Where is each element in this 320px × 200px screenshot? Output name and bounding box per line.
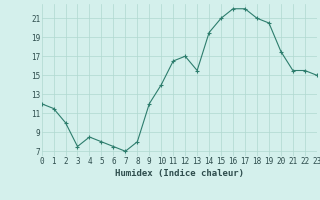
X-axis label: Humidex (Indice chaleur): Humidex (Indice chaleur) <box>115 169 244 178</box>
